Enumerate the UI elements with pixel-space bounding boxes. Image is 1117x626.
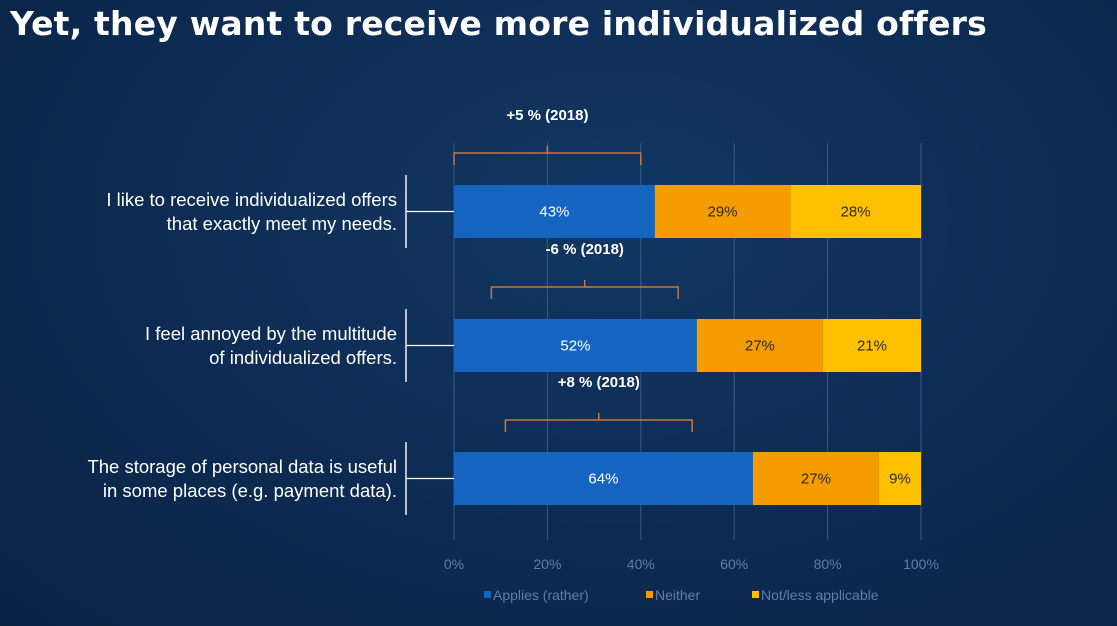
legend-label: Not/less applicable [761,587,879,603]
data-label: 27% [745,338,775,355]
bar-segment [752,452,879,505]
legend-label: Neither [655,587,700,603]
category-label: I like to receive individualized offers [106,189,397,210]
bar-segment [654,185,791,238]
category-label: I feel annoyed by the multitude [145,323,397,344]
data-label: 9% [889,471,911,488]
x-tick-label: 100% [903,556,939,572]
category-label: that exactly meet my needs. [167,213,397,234]
annotation-bracket [453,146,642,165]
bar-segment [790,185,921,238]
bar-segment [696,319,823,372]
legend-label: Applies (rather) [493,587,589,603]
x-tick-label: 0% [444,556,464,572]
legend-swatch [752,591,759,598]
annotation-label: +8 % (2018) [558,374,640,391]
x-tick-label: 60% [720,556,748,572]
slide-title: Yet, they want to receive more individua… [10,4,987,43]
bar-segment [878,452,921,505]
annotation-label: -6 % (2018) [546,241,624,258]
annotation-bracket [504,413,693,432]
bar-segment [454,319,697,372]
data-label: 21% [857,338,887,355]
data-label: 52% [560,338,590,355]
bar-segment [822,319,921,372]
category-label: in some places (e.g. payment data). [103,480,397,501]
category-label: The storage of personal data is useful [87,456,397,477]
bar-segment [454,452,753,505]
legend-swatch [484,591,491,598]
data-label: 28% [841,204,871,221]
data-label: 29% [708,204,738,221]
x-tick-label: 20% [533,556,561,572]
x-tick-label: 40% [627,556,655,572]
legend-swatch [646,591,653,598]
bar-segment [454,185,655,238]
x-tick-label: 80% [814,556,842,572]
annotation-bracket [490,280,679,299]
data-label: 43% [539,204,569,221]
category-label: of individualized offers. [209,347,397,368]
data-label: 27% [801,471,831,488]
annotation-label: +5 % (2018) [506,107,588,124]
data-label: 64% [588,471,618,488]
